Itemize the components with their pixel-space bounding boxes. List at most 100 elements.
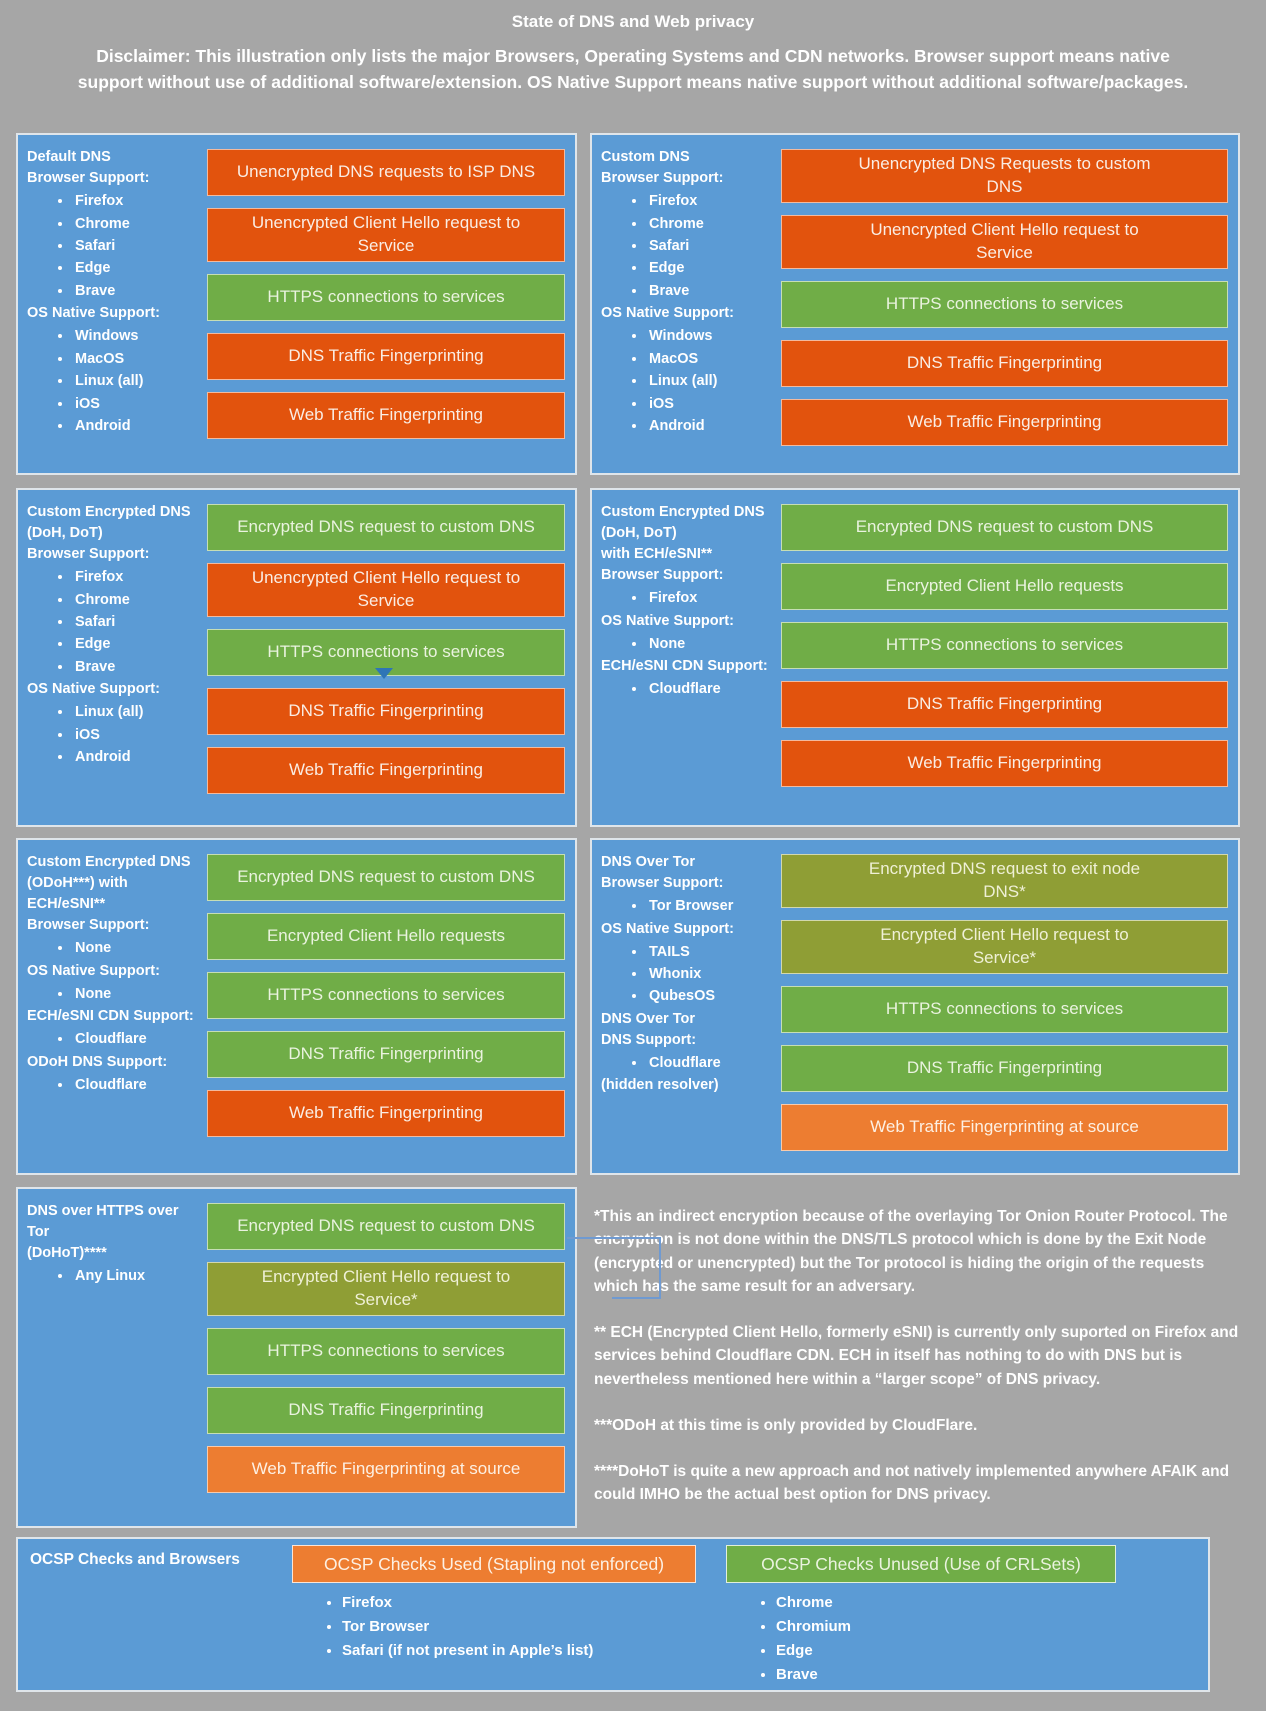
- support-heading: OS Native Support:: [27, 962, 160, 979]
- ocsp-browser-item: Brave: [776, 1663, 1116, 1687]
- support-item: Firefox: [73, 566, 195, 588]
- support-list: WindowsMacOSLinux (all)iOSAndroid: [601, 325, 769, 437]
- support-item: Chrome: [647, 213, 769, 235]
- support-item: iOS: [647, 393, 769, 415]
- support-item: Chrome: [73, 589, 195, 611]
- flow-bar: Web Traffic Fingerprinting: [207, 1090, 565, 1137]
- flow-bar: DNS Traffic Fingerprinting: [207, 1386, 565, 1434]
- support-item: Safari: [73, 235, 195, 257]
- panel-title: Default DNS: [27, 149, 111, 165]
- support-list: Linux (all)iOSAndroid: [27, 701, 195, 768]
- support-list: TAILSWhonixQubesOS: [601, 941, 769, 1008]
- dns-over-tor-panel: DNS Over Tor Browser Support: Tor Browser O…: [590, 838, 1240, 1175]
- flow-bar: HTTPS connections to services: [781, 985, 1228, 1033]
- support-list: Firefox: [601, 587, 769, 609]
- flow-bars: Encrypted DNS request to custom DNS Encry…: [195, 1199, 565, 1516]
- flow-bars: Encrypted DNS request to custom DNS Encry…: [195, 850, 565, 1163]
- flow-bar: Unencrypted Client Hello request to Serv…: [207, 208, 565, 262]
- note-paragraph: ** ECH (Encrypted Client Hello, formerly…: [594, 1324, 1239, 1388]
- support-list: Any Linux: [27, 1265, 195, 1287]
- down-arrow-icon: [375, 668, 393, 679]
- support-item: Firefox: [647, 587, 769, 609]
- support-item: Cloudflare: [73, 1074, 195, 1096]
- callout-line: [612, 1297, 661, 1299]
- page-title: State of DNS and Web privacy: [511, 12, 755, 31]
- flow-bar: Web Traffic Fingerprinting: [207, 391, 565, 439]
- support-item: Cloudflare: [73, 1028, 195, 1050]
- flow-bar: DNS Traffic Fingerprinting: [207, 687, 565, 735]
- note-paragraph: ***ODoH at this time is only provided by…: [594, 1416, 978, 1434]
- support-list: FirefoxChromeSafariEdgeBrave: [27, 566, 195, 678]
- support-heading: Browser Support:: [601, 170, 724, 187]
- ocsp-panel-title: OCSP Checks and Browsers: [30, 1551, 240, 1568]
- support-item: Tor Browser: [647, 895, 769, 917]
- support-heading: (hidden resolver): [601, 1077, 719, 1094]
- panel-title: DNS Over Tor: [601, 854, 696, 870]
- support-heading: ECH/eSNI CDN Support:: [27, 1008, 194, 1025]
- support-item: Edge: [73, 257, 195, 279]
- header: State of DNS and Web privacy Disclaimer:…: [0, 8, 1266, 95]
- flow-bar: Web Traffic Fingerprinting at source: [781, 1103, 1228, 1151]
- flow-bar: Encrypted Client Hello requests: [781, 563, 1228, 610]
- panel-info: Default DNS Browser Support: FirefoxChrome…: [27, 145, 195, 463]
- custom-encrypted-dns-panel: Custom Encrypted DNS (DoH, DoT) Browser S…: [16, 488, 577, 827]
- dohot-panel: DNS over HTTPS over Tor (DoHoT)**** Any L…: [16, 1187, 577, 1528]
- flow-bars: Encrypted DNS request to custom DNS Encry…: [769, 500, 1228, 815]
- callout-line: [659, 1237, 661, 1299]
- ocsp-panel: OCSP Checks and Browsers OCSP Checks Use…: [16, 1537, 1210, 1692]
- flow-bar: DNS Traffic Fingerprinting: [781, 681, 1228, 728]
- support-item: Linux (all): [647, 370, 769, 392]
- panel-info: DNS over HTTPS over Tor (DoHoT)**** Any L…: [27, 1199, 195, 1516]
- flow-bar: HTTPS connections to services: [781, 622, 1228, 669]
- disclaimer-text: Disclaimer: This illustration only lists…: [77, 46, 1189, 92]
- flow-bars: Encrypted DNS request to exit node DNS* E…: [769, 850, 1228, 1163]
- support-item: Whonix: [647, 963, 769, 985]
- support-item: Edge: [73, 633, 195, 655]
- panel-info: DNS Over Tor Browser Support: Tor Browser O…: [601, 850, 769, 1163]
- support-list: FirefoxChromeSafariEdgeBrave: [601, 190, 769, 302]
- flow-bar: Unencrypted DNS Requests to custom DNS: [781, 149, 1228, 203]
- support-item: Firefox: [647, 190, 769, 212]
- support-item: MacOS: [647, 348, 769, 370]
- support-list: WindowsMacOSLinux (all)iOSAndroid: [27, 325, 195, 437]
- flow-bar: Web Traffic Fingerprinting at source: [207, 1445, 565, 1493]
- support-item: Brave: [73, 656, 195, 678]
- flow-bars: Unencrypted DNS requests to ISP DNS Unenc…: [195, 145, 565, 463]
- panel-title: Custom DNS: [601, 149, 690, 165]
- ocsp-browser-item: Tor Browser: [342, 1615, 696, 1639]
- support-item: None: [73, 983, 195, 1005]
- flow-bar: Web Traffic Fingerprinting: [781, 740, 1228, 787]
- flow-bars: Encrypted DNS request to custom DNS Unenc…: [195, 500, 565, 815]
- support-item: Brave: [647, 280, 769, 302]
- flow-bar: Encrypted DNS request to exit node DNS*: [781, 854, 1228, 908]
- support-heading: Browser Support:: [27, 170, 150, 187]
- support-list: Cloudflare: [601, 1052, 769, 1074]
- ocsp-browser-item: Chromium: [776, 1615, 1116, 1639]
- support-heading: DNS Over Tor DNS Support:: [601, 1010, 697, 1048]
- flow-bar: Encrypted Client Hello requests: [207, 913, 565, 960]
- support-list: Cloudflare: [27, 1074, 195, 1096]
- panel-title: DNS over HTTPS over Tor (DoHoT)****: [27, 1203, 179, 1262]
- ocsp-browser-item: Chrome: [776, 1591, 1116, 1615]
- flow-bar: HTTPS connections to services: [207, 273, 565, 321]
- support-list: None: [601, 633, 769, 655]
- support-heading: OS Native Support:: [601, 920, 734, 937]
- ocsp-browser-list: FirefoxTor BrowserSafari (if not present…: [292, 1591, 696, 1663]
- flow-bar: Web Traffic Fingerprinting: [207, 746, 565, 794]
- ocsp-bar: OCSP Checks Used (Stapling not enforced): [292, 1545, 696, 1583]
- support-heading: OS Native Support:: [601, 305, 734, 322]
- support-item: Firefox: [73, 190, 195, 212]
- flow-bar: Encrypted Client Hello request to Servic…: [207, 1262, 565, 1316]
- support-list: Cloudflare: [601, 678, 769, 700]
- flow-bar: Unencrypted DNS requests to ISP DNS: [207, 149, 565, 196]
- panel-title: Custom Encrypted DNS (DoH, DoT): [27, 504, 191, 542]
- flow-bar: Encrypted DNS request to custom DNS: [781, 504, 1228, 551]
- support-list: None: [27, 983, 195, 1005]
- flow-bar: HTTPS connections to services: [207, 972, 565, 1019]
- flow-bar: DNS Traffic Fingerprinting: [207, 1031, 565, 1078]
- panel-info: Custom Encrypted DNS (ODoH***) with ECH/…: [27, 850, 195, 1163]
- footnotes-block: *This an indirect encryption because of …: [590, 1187, 1246, 1528]
- panel-title: Custom Encrypted DNS (ODoH***) with ECH/…: [27, 854, 191, 913]
- support-item: Safari: [73, 611, 195, 633]
